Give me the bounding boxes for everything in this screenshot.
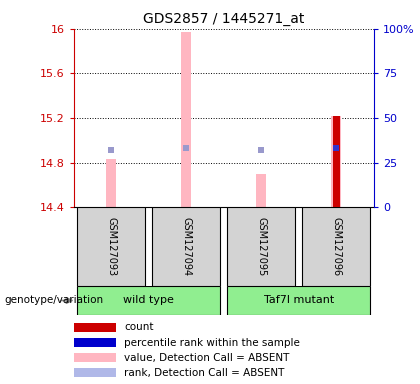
Bar	[106, 159, 116, 207]
Text: GSM127095: GSM127095	[256, 217, 266, 276]
Title: GDS2857 / 1445271_at: GDS2857 / 1445271_at	[143, 12, 304, 26]
Text: genotype/variation: genotype/variation	[4, 295, 103, 306]
Bar	[227, 286, 370, 315]
Bar	[152, 207, 220, 286]
Bar	[74, 323, 116, 332]
Bar	[74, 369, 116, 377]
Bar	[181, 32, 191, 207]
Bar	[74, 353, 116, 362]
Text: count: count	[124, 322, 153, 332]
Text: rank, Detection Call = ABSENT: rank, Detection Call = ABSENT	[124, 368, 284, 378]
Text: GSM127093: GSM127093	[106, 217, 116, 276]
Bar	[331, 116, 341, 207]
Bar	[333, 116, 340, 207]
Bar	[77, 207, 145, 286]
Text: value, Detection Call = ABSENT: value, Detection Call = ABSENT	[124, 353, 289, 363]
Bar	[227, 207, 295, 286]
Text: GSM127096: GSM127096	[331, 217, 341, 276]
Bar	[77, 286, 220, 315]
Bar	[256, 174, 266, 207]
Text: GSM127094: GSM127094	[181, 217, 191, 276]
Text: percentile rank within the sample: percentile rank within the sample	[124, 338, 300, 348]
Bar	[74, 338, 116, 347]
Text: Taf7l mutant: Taf7l mutant	[264, 295, 334, 306]
Text: wild type: wild type	[123, 295, 174, 306]
Bar	[302, 207, 370, 286]
